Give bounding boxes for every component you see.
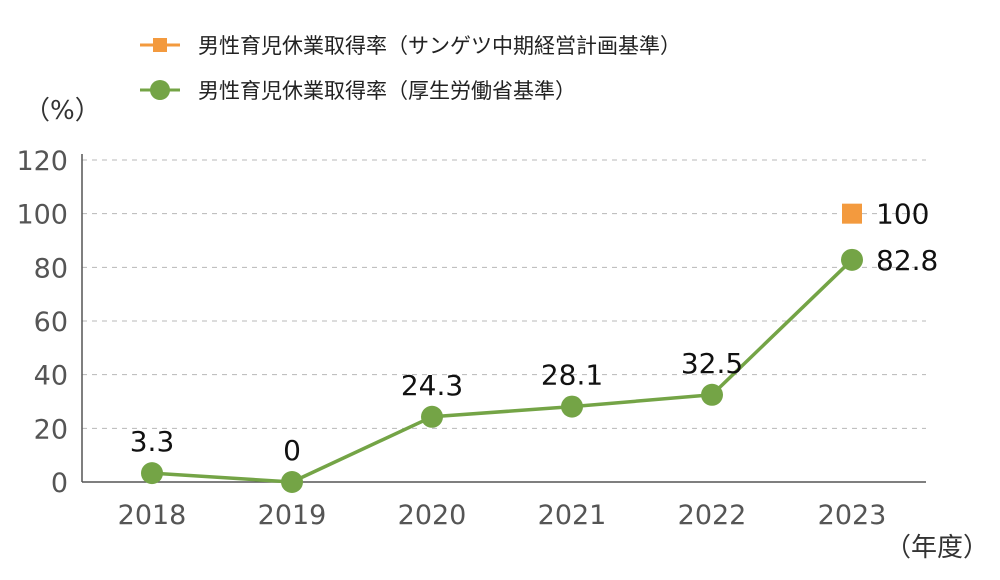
legend-entry-series-2: 男性育児休業取得率（厚生労働省基準）	[140, 75, 576, 105]
data-labels: 100 3.3 0 24.3 28.1 32.5 82.8	[130, 198, 939, 467]
grid-lines	[82, 159, 926, 429]
data-label: 82.8	[876, 244, 938, 277]
x-tick-label: 2023	[818, 500, 887, 531]
data-label: 100	[876, 198, 929, 231]
x-tick-label: 2020	[398, 500, 467, 531]
legend-circle-marker-icon	[140, 80, 180, 100]
data-point-circle	[701, 383, 723, 406]
y-tick-label: 60	[34, 307, 68, 338]
x-tick-label: 2019	[258, 500, 327, 531]
axes	[81, 154, 926, 483]
data-label: 24.3	[401, 369, 463, 402]
y-tick-label: 20	[34, 414, 68, 445]
x-axis-unit-label: （年度）	[885, 533, 990, 563]
x-tick-labels: 2018 2019 2020 2021 2022 2023	[118, 500, 887, 531]
legend-label-series-1: 男性育児休業取得率（サンゲツ中期経営計画基準）	[198, 34, 681, 58]
data-label: 0	[283, 434, 301, 467]
series-lines	[151, 258, 854, 484]
data-label: 3.3	[130, 425, 175, 458]
x-tick-label: 2022	[678, 500, 747, 531]
data-point-circle	[421, 405, 443, 428]
legend-label-series-2: 男性育児休業取得率（厚生労働省基準）	[198, 79, 576, 103]
y-tick-label: 80	[34, 253, 68, 284]
legend-entry-series-1: 男性育児休業取得率（サンゲツ中期経営計画基準）	[140, 30, 681, 60]
data-point-circle	[841, 248, 863, 271]
data-point-circle	[561, 395, 583, 418]
y-tick-label: 100	[16, 200, 68, 231]
data-point-circle	[281, 471, 303, 493]
series-line-2	[151, 258, 854, 484]
x-tick-label: 2018	[118, 500, 187, 531]
data-point-square	[842, 203, 862, 224]
data-label: 32.5	[681, 347, 743, 380]
y-tick-label: 0	[51, 468, 68, 499]
data-point-circle	[141, 462, 163, 485]
x-tick-label: 2021	[538, 500, 607, 531]
series-markers	[141, 203, 863, 493]
legend-square-marker-icon	[140, 38, 180, 52]
y-tick-label: 40	[34, 361, 68, 392]
y-axis-unit-label: （%）	[24, 96, 101, 126]
y-tick-label: 120	[16, 146, 68, 177]
data-label: 28.1	[541, 359, 603, 392]
y-tick-labels: 0 20 40 60 80 100 120	[16, 146, 68, 499]
